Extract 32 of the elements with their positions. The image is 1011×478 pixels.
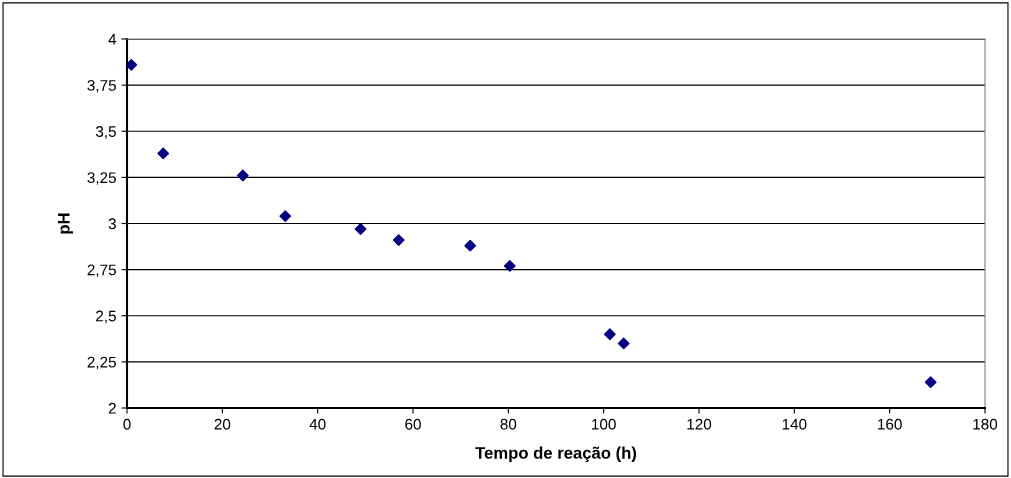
point <box>617 337 630 350</box>
x-axis-title: Tempo de reação (h) <box>475 446 637 463</box>
point <box>354 223 367 235</box>
point <box>503 260 516 272</box>
y-tick-label: 2,25 <box>87 356 116 370</box>
x-tick-label: 180 <box>973 418 998 430</box>
x-tick-label: 0 <box>123 418 131 430</box>
x-tick-label: 100 <box>592 418 616 430</box>
y-tick-label: 3,75 <box>87 79 116 93</box>
point <box>157 147 170 160</box>
x-tick-label: 40 <box>309 418 326 430</box>
x-tick-label: 80 <box>500 418 517 430</box>
y-tick-label: 3 <box>108 218 116 230</box>
point <box>279 210 292 223</box>
x-tick-label: 140 <box>782 418 807 430</box>
point <box>127 58 138 71</box>
point <box>236 169 249 182</box>
y-tick-label: 2,5 <box>96 310 116 324</box>
x-tick-label: 20 <box>214 418 231 430</box>
y-tick-label: 3,5 <box>95 126 116 139</box>
point <box>464 239 477 252</box>
x-tick-label: 120 <box>687 418 712 430</box>
point <box>924 376 937 389</box>
point <box>392 234 405 246</box>
point <box>603 328 616 341</box>
y-tick-label: 3,25 <box>87 172 116 185</box>
y-axis-title: pH <box>58 213 73 234</box>
x-tick-label: 60 <box>405 418 421 430</box>
y-tick-label: 2 <box>108 402 116 414</box>
y-tick-label: 2,75 <box>87 264 116 278</box>
x-tick-label: 160 <box>878 418 902 430</box>
y-tick-label: 4 <box>108 34 117 45</box>
